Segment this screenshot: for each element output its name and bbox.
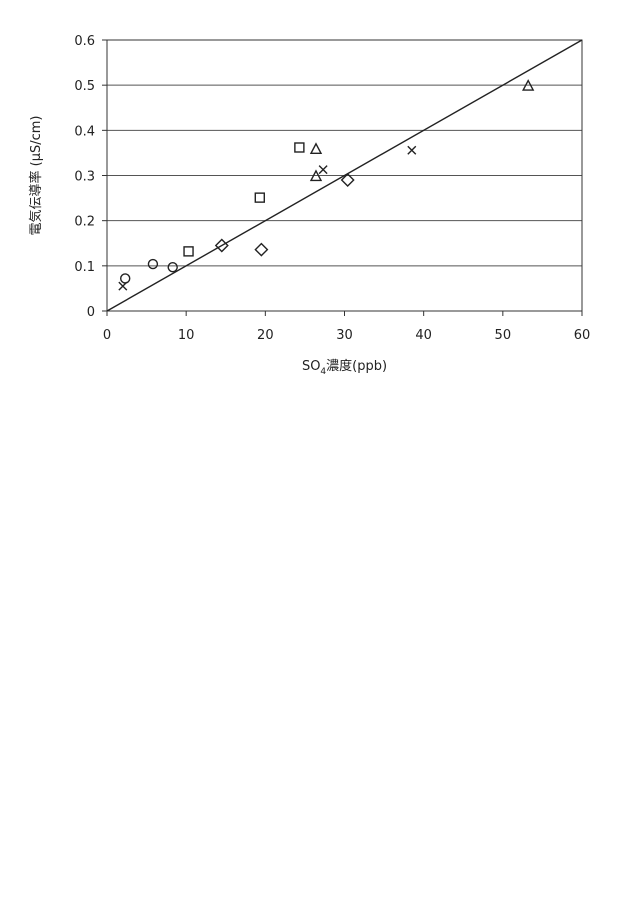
square-point xyxy=(294,142,305,153)
triangle-point xyxy=(309,169,323,182)
circle-point xyxy=(167,261,178,273)
x-tick-label: 20 xyxy=(257,328,274,343)
scatter-chart: 0 0.1 0.2 0.3 0.4 0.5 0.6 0 10 20 30 40 50 60 SO4濃度(… xyxy=(0,0,640,400)
cross-point xyxy=(118,281,128,291)
x-tick-label: 60 xyxy=(574,328,591,343)
y-axis-title: 電気伝導率 (μS/cm) xyxy=(28,116,44,236)
y-tick-label: 0.5 xyxy=(74,79,95,94)
x-tick-label: 10 xyxy=(178,328,195,343)
y-tick-label: 0.6 xyxy=(74,34,95,49)
y-tick-label: 0.2 xyxy=(74,215,95,230)
cross-point xyxy=(318,165,328,175)
square-point xyxy=(254,192,265,203)
y-tick-label: 0.1 xyxy=(74,260,95,275)
x-tick-labels: 0 10 20 30 40 50 60 xyxy=(103,311,590,343)
x-tick-label: 50 xyxy=(495,328,512,343)
x-tick-label: 40 xyxy=(415,328,432,343)
diamond-point xyxy=(254,242,269,257)
square-point xyxy=(183,246,194,257)
chart-svg: 0 0.1 0.2 0.3 0.4 0.5 0.6 0 10 20 30 40 50 60 SO4濃度(… xyxy=(28,34,590,377)
y-tick-labels: 0 0.1 0.2 0.3 0.4 0.5 0.6 xyxy=(74,34,107,320)
grid-lines xyxy=(107,39,582,267)
circle-point xyxy=(120,273,131,284)
circle-point xyxy=(147,258,159,270)
diamond-point xyxy=(340,173,355,188)
y-tick-label: 0.4 xyxy=(74,124,95,139)
cross-point xyxy=(407,145,417,155)
triangle-point xyxy=(522,79,535,91)
fit-line xyxy=(106,39,583,312)
data-points xyxy=(118,79,535,291)
y-tick-label: 0.3 xyxy=(74,170,95,185)
triangle-point xyxy=(309,142,323,155)
x-tick-label: 30 xyxy=(336,328,353,343)
diamond-point xyxy=(214,238,229,253)
x-tick-label: 0 xyxy=(103,328,111,343)
x-axis-title: SO4濃度(ppb) xyxy=(302,358,387,377)
y-tick-label: 0 xyxy=(87,305,95,320)
